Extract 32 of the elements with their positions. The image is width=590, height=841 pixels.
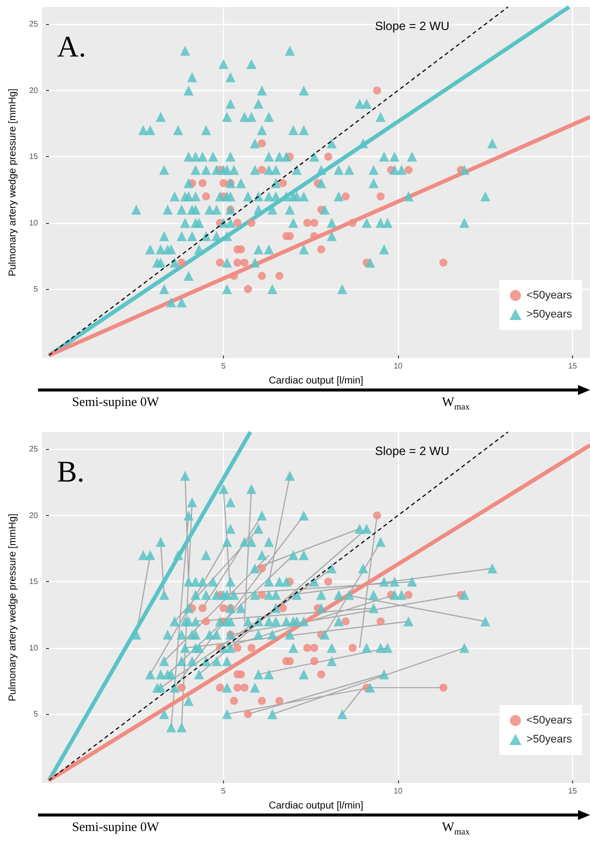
y-tick-label: 20 — [29, 86, 39, 95]
legend-label: <50years — [526, 290, 572, 302]
x-tick-label: 10 — [394, 362, 404, 370]
text: Semi-supine 0W — [72, 394, 160, 410]
y-tick-label: 25 — [29, 20, 39, 29]
legend-label: >50years — [526, 734, 572, 746]
y-tick-label: 20 — [29, 510, 39, 520]
y-axis-title: Pulmonary artery wedge pressure [mmHg] — [8, 513, 18, 702]
y-tick-label: 5 — [34, 284, 39, 294]
text: W$_{max}$ — [442, 394, 470, 412]
annotation: Slope = 2 WU — [375, 19, 450, 33]
text: A. — [57, 30, 86, 64]
x-tick-label: 5 — [221, 362, 226, 370]
y-tick-label: 15 — [29, 152, 39, 162]
x-axis-title: Cardiac output [l/min] — [268, 376, 364, 386]
legend-label: >50years — [526, 308, 572, 320]
annotation: Slope = 2 WU — [375, 444, 450, 458]
y-tick-label: 25 — [29, 444, 39, 454]
y-tick-label: 10 — [29, 218, 39, 228]
text: B. — [57, 456, 85, 488]
y-tick-label: 10 — [29, 643, 39, 652]
y-tick-label: 5 — [34, 710, 39, 719]
x-axis-title: Cardiac output [l/min] — [268, 800, 364, 812]
x-tick-label: 5 — [221, 786, 226, 796]
y-tick-label: 15 — [29, 577, 39, 586]
text: W$_{max}$ — [442, 819, 470, 837]
x-tick-label: 15 — [568, 786, 578, 796]
x-tick-label: 10 — [394, 786, 404, 796]
x-tick-label: 15 — [568, 362, 578, 370]
legend-label: <50years — [526, 714, 572, 726]
y-axis-title: Pulmonary artery wedge pressure [mmHg] — [8, 88, 18, 276]
text: Semi-supine 0W — [72, 819, 160, 835]
